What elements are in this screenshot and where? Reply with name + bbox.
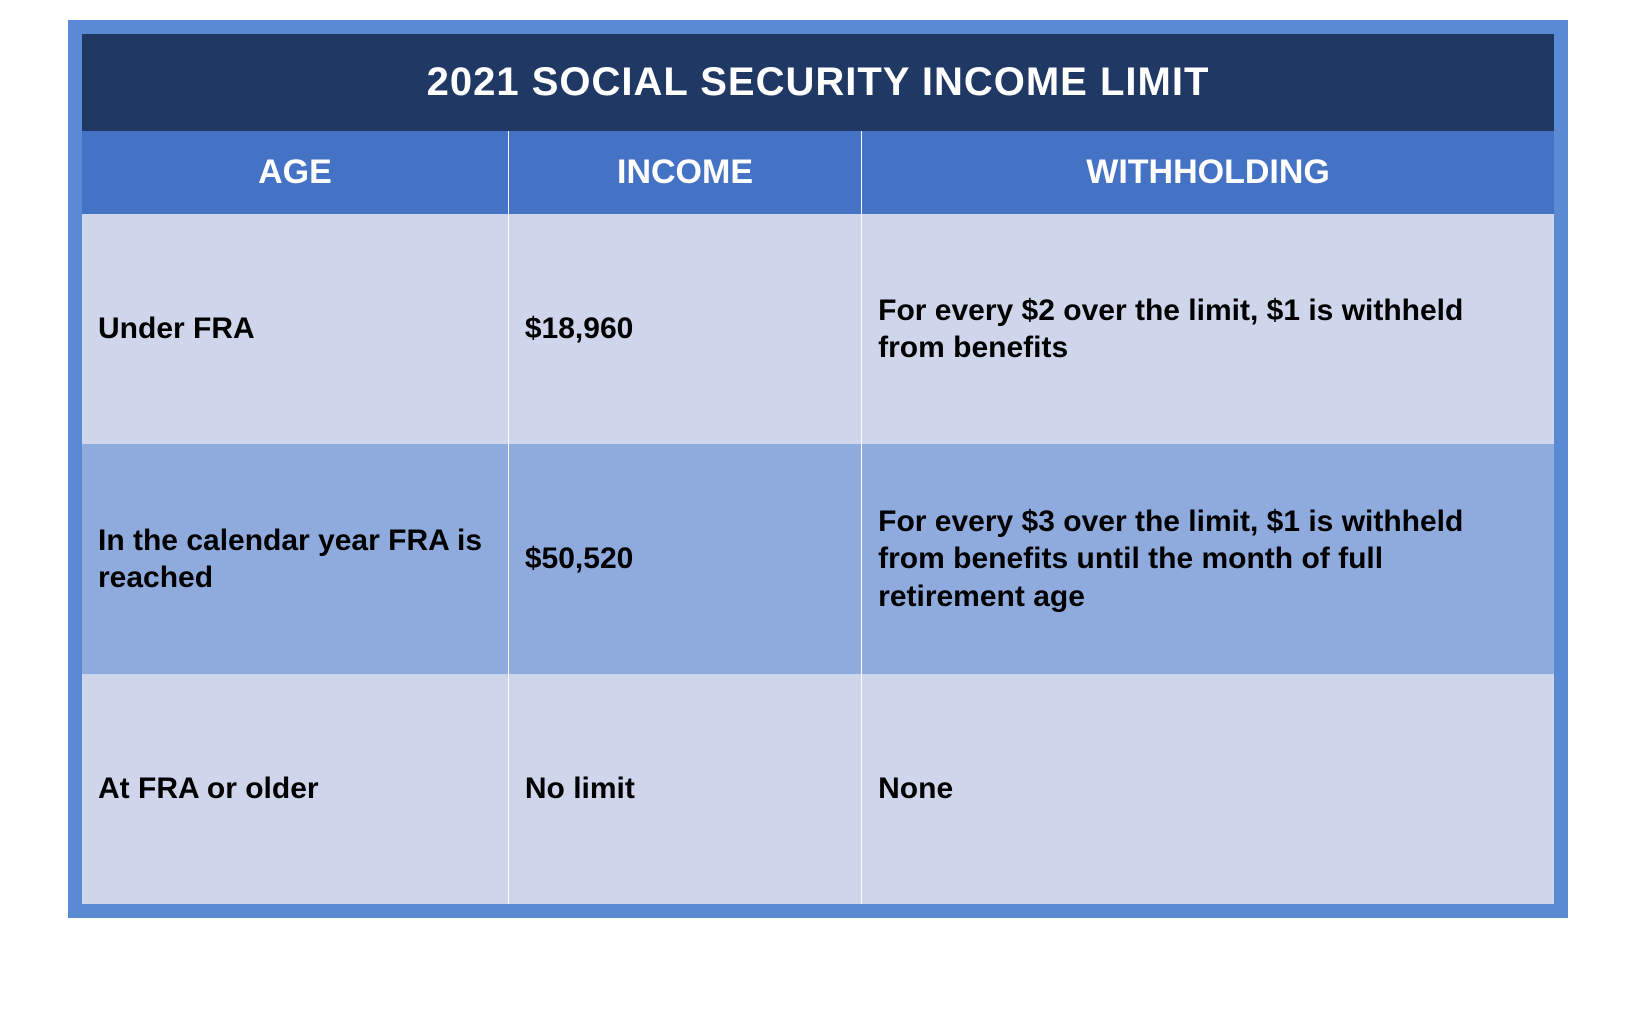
cell-withholding: None: [862, 674, 1554, 904]
cell-age: At FRA or older: [82, 674, 509, 904]
header-income: INCOME: [509, 131, 862, 214]
cell-income: $18,960: [509, 214, 862, 444]
header-withholding: WITHHOLDING: [862, 131, 1554, 214]
table-row: Under FRA $18,960 For every $2 over the …: [82, 214, 1554, 444]
cell-age: In the calendar year FRA is reached: [82, 444, 509, 674]
cell-age: Under FRA: [82, 214, 509, 444]
income-limit-table: 2021 SOCIAL SECURITY INCOME LIMIT AGE IN…: [68, 20, 1568, 918]
cell-withholding: For every $3 over the limit, $1 is withh…: [862, 444, 1554, 674]
header-age: AGE: [82, 131, 509, 214]
cell-income: No limit: [509, 674, 862, 904]
cell-withholding: For every $2 over the limit, $1 is withh…: [862, 214, 1554, 444]
table-row: At FRA or older No limit None: [82, 674, 1554, 904]
table-title: 2021 SOCIAL SECURITY INCOME LIMIT: [82, 34, 1554, 131]
table-header-row: AGE INCOME WITHHOLDING: [82, 131, 1554, 214]
table-row: In the calendar year FRA is reached $50,…: [82, 444, 1554, 674]
cell-income: $50,520: [509, 444, 862, 674]
